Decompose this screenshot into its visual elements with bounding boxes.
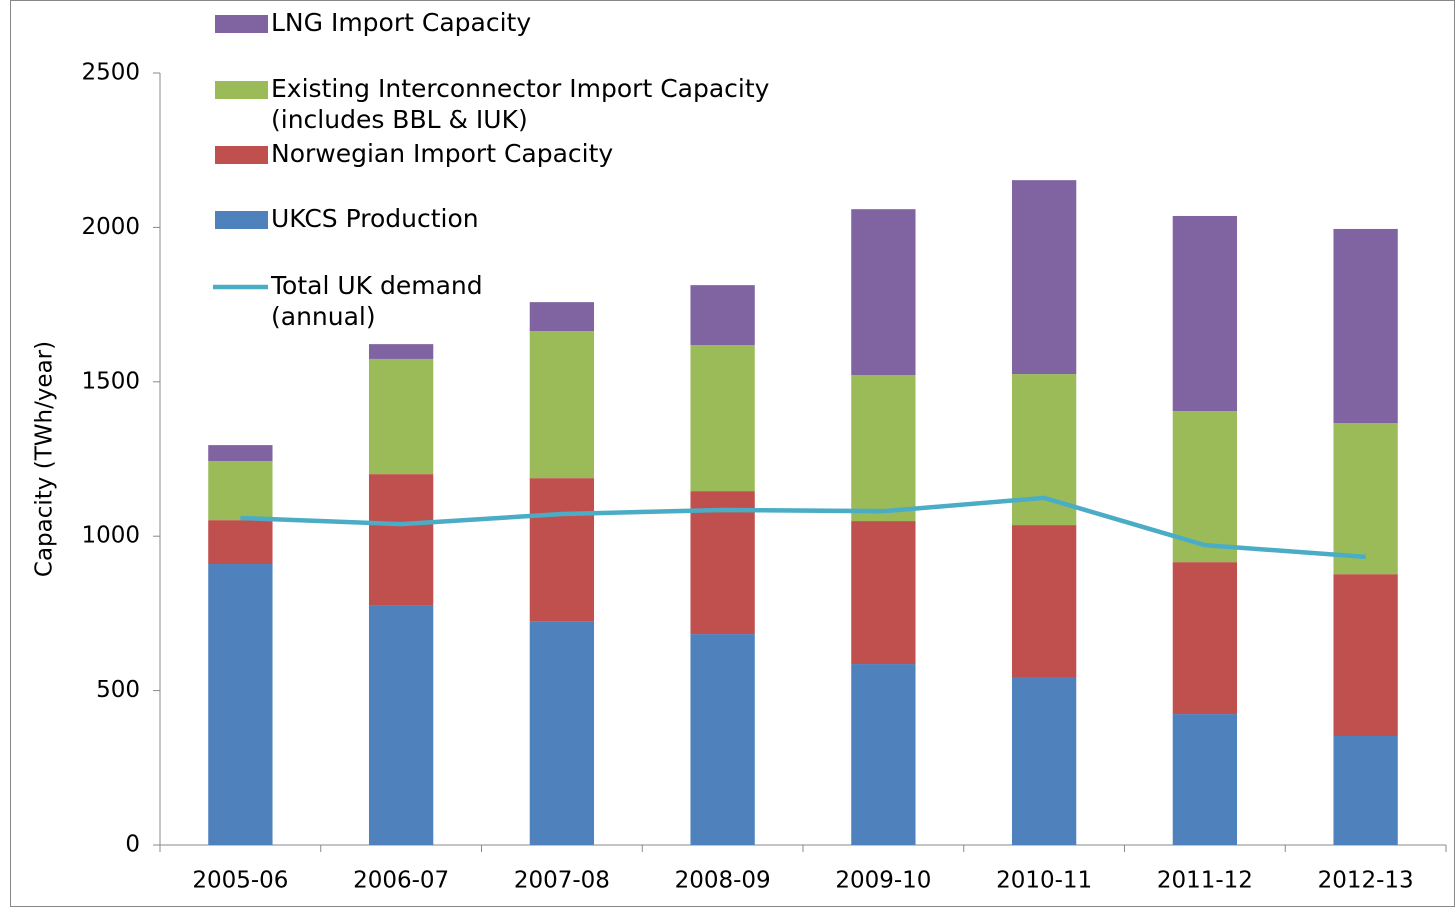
- legend-swatch: [215, 211, 268, 229]
- x-tick-label: 2010-11: [996, 868, 1092, 894]
- bar-segment: [368, 474, 434, 606]
- bar-segment: [529, 621, 595, 845]
- bar-segment: [1172, 215, 1238, 412]
- x-tick-label: 2009-10: [835, 868, 931, 894]
- x-tick-label: 2008-09: [675, 868, 771, 894]
- legend-label: LNG Import Capacity: [271, 8, 531, 37]
- y-tick-label: 500: [96, 677, 140, 703]
- legend-label: Total UK demand (annual): [270, 271, 483, 331]
- y-tick-label: 1000: [81, 523, 140, 549]
- bar-segment: [851, 521, 916, 665]
- bar-segment: [690, 345, 755, 492]
- bar-segment: [1333, 423, 1398, 575]
- x-tick-label: 2011-12: [1157, 868, 1253, 894]
- demand-line: [240, 495, 1366, 560]
- x-tick-label: 2007-08: [514, 868, 610, 894]
- y-tick-label: 2000: [81, 214, 140, 240]
- y-tick-label: 1500: [81, 368, 140, 394]
- bar-segment: [690, 491, 755, 635]
- bar-segment: [368, 358, 434, 475]
- y-axis-label: Capacity (TWh/year): [32, 341, 58, 577]
- y-tick-label: 2500: [81, 60, 140, 86]
- bar-segment: [208, 445, 273, 462]
- x-tick-label: 2012-13: [1318, 868, 1414, 894]
- y-tick-label: 0: [125, 832, 140, 858]
- legend-label: Existing Interconnector Import Capacity(…: [271, 74, 770, 134]
- bar-segment: [1333, 574, 1398, 736]
- bar-segment: [851, 664, 916, 845]
- bar-segment: [690, 285, 755, 346]
- x-tick-label: 2005-06: [192, 868, 288, 894]
- bar-segment: [368, 344, 434, 359]
- bar-segment: [1172, 714, 1238, 845]
- x-tick-label: 2006-07: [353, 868, 449, 894]
- bar-segment: [208, 461, 273, 521]
- bar-segment: [1333, 735, 1398, 845]
- bar-segment: [208, 520, 273, 564]
- bar-segment: [529, 302, 595, 332]
- legend-swatch: [215, 146, 268, 164]
- legend-swatch: [215, 15, 268, 33]
- bar-segment: [1011, 525, 1077, 678]
- bar-segment: [208, 563, 273, 845]
- legend-label: UKCS Production: [271, 204, 479, 233]
- bar-segment: [1172, 562, 1238, 715]
- bar-segment: [1011, 180, 1077, 375]
- bar-segment: [851, 209, 916, 376]
- bar-segment: [690, 634, 755, 845]
- bar-segment: [368, 605, 434, 845]
- legend-label: Norwegian Import Capacity: [271, 139, 613, 168]
- bar-segment: [1011, 677, 1077, 845]
- bar-segment: [1333, 228, 1398, 424]
- bar-segment: [529, 478, 595, 622]
- bar-segment: [529, 331, 595, 479]
- chart-frame: [10, 0, 1455, 907]
- bar-segment: [851, 375, 916, 522]
- legend-swatch: [215, 81, 268, 99]
